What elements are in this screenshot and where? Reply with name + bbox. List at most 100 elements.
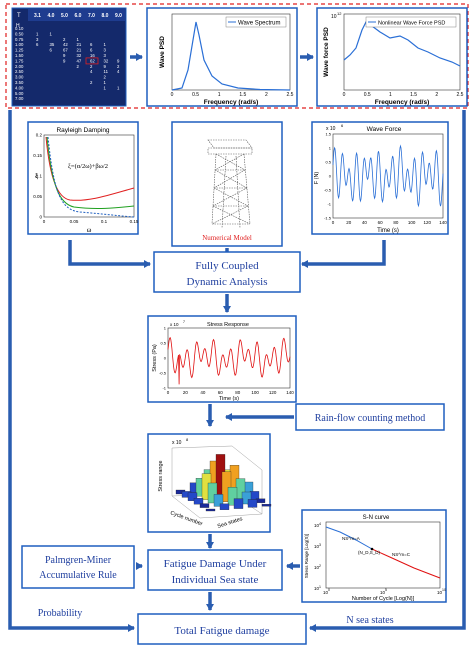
numerical-model-label: Numerical Model (202, 234, 252, 242)
hist-bar (207, 482, 218, 504)
y-tick-exp: 4 (319, 522, 321, 526)
table-row-header: 0.50 (15, 31, 24, 36)
x-tick-label: 0 (343, 92, 346, 98)
wave-force-ylabel: F (N) (314, 172, 320, 185)
x-tick-exp: 5 (385, 588, 387, 592)
table-cell: 4 (117, 69, 120, 74)
rayleigh-title: Rayleigh Damping (56, 127, 109, 134)
rayleigh-xlabel: ω (87, 226, 92, 234)
stress-yticks: -1 -0.5 0 0.5 1 (159, 326, 167, 391)
table-row-header: 4.00 (15, 85, 24, 90)
wave-spectrum-legend: Wave Spectrum (238, 21, 280, 27)
hist-bar (213, 494, 224, 507)
wave-spectrum-xticks: 0 0.5 1 1.5 2 2.5 (171, 92, 294, 98)
table-row-header: 7.00 (15, 96, 24, 101)
table-row-header: 1.75 (15, 58, 24, 63)
x-tick-label: 1 (218, 92, 221, 98)
x-tick-label: 80 (393, 220, 399, 225)
table-cell: 1 (117, 85, 120, 90)
hist-bar (261, 504, 272, 507)
table-col-header: 7.0 (88, 13, 95, 19)
wave-force-psd-ytick-exp: 12 (337, 11, 342, 16)
hist-exp: x 10 (172, 440, 182, 446)
table-cell: 21 (77, 48, 82, 53)
sn-ann3: NS^m=C (392, 552, 411, 557)
hist-bar (241, 491, 252, 505)
table-cell: 6 (90, 48, 93, 53)
rayleigh-green-curve (46, 136, 135, 210)
table-cell: 9 (117, 58, 120, 63)
table-cell: 6 (50, 48, 53, 53)
table-cell: 1 (104, 42, 107, 47)
wave-spectrum-xlabel: Frequency (rad/s) (204, 99, 259, 106)
rainflow-box: Rain-flow counting method (295, 403, 445, 431)
histogram-3d-panel: x 10 8 Stress range Cycle number Sea sta… (147, 433, 272, 533)
jacket-structure (207, 139, 253, 229)
wave-force-xticks: 0 20 40 60 80 100 120 140 (332, 220, 448, 225)
x-tick-label: 10 (380, 590, 386, 595)
y-tick-label: 10 (314, 544, 320, 549)
x-tick-label: 0 (332, 220, 335, 225)
table-cell: 3 (104, 48, 107, 53)
hist-bar (233, 498, 244, 509)
y-tick-label: 0.05 (33, 194, 42, 199)
x-tick-label: 0.15 (130, 219, 139, 224)
table-row-header: 2.50 (15, 69, 24, 74)
x-tick-label: 10 (323, 590, 329, 595)
hist-bar (221, 471, 232, 502)
y-tick-label: -1 (327, 202, 331, 207)
stress-xlabel: Time (s) (219, 396, 239, 402)
stress-ylabel: Stress (Pa) (152, 344, 158, 372)
table-cell: 6 (90, 42, 93, 47)
y-tick-label: 0 (39, 215, 42, 220)
rayleigh-ylabel: ξ (35, 172, 38, 180)
table-row-header: 5.00 (15, 91, 24, 96)
table-cell: 2 (104, 75, 107, 80)
fully-coupled-box: Fully Coupled Dynamic Analysis (153, 251, 301, 293)
y-tick-label: 10 (314, 586, 320, 591)
palmgren-line2: Accumulative Rule (39, 570, 117, 581)
x-tick-label: 0.05 (70, 219, 79, 224)
x-tick-label: 1 (389, 92, 392, 98)
wave-force-exp-power: 6 (341, 123, 344, 128)
rayleigh-damping-panel: Rayleigh Damping ξ=(α/2ω)+βω/2 ξ ω 0 0.05… (27, 121, 139, 235)
table-cell: 42 (63, 42, 68, 47)
table-col-header: 6.0 (75, 13, 82, 19)
table-cell: 47 (77, 58, 82, 63)
x-tick-label: 0.5 (364, 92, 371, 98)
hist-bar (219, 503, 230, 510)
table-col-header: 9.0 (115, 13, 122, 19)
x-tick-label: 0 (167, 390, 170, 395)
x-tick-label: 2.5 (287, 92, 294, 98)
wave-force-psd-panel: Nonlinear Wave Force PSD Wave force PSD … (316, 7, 468, 107)
x-tick-label: 60 (378, 220, 384, 225)
x-tick-label: 140 (439, 220, 447, 225)
stress-exp: x 10 (170, 322, 179, 327)
x-tick-label: 2 (265, 92, 268, 98)
wave-force-panel: Wave Force x 10 6 F (N) Time (s) 0 20 40 60… (311, 121, 449, 235)
table-cell: 21 (77, 42, 82, 47)
wave-force-psd-xticks: 0 0.5 1 1.5 2 2.5 (343, 92, 464, 98)
x-tick-label: 1.5 (410, 92, 417, 98)
wave-force-psd-xlabel: Frequency (rad/s) (375, 99, 430, 106)
rayleigh-xticks: 0 0.05 0.1 0.15 (43, 219, 139, 224)
total-label: Total Fatigue damage (174, 625, 269, 637)
rayleigh-yticks: 0 0.05 0.1 0.15 0.2 (33, 133, 42, 220)
table-cell: 1 (36, 31, 39, 36)
y-tick-label: 1 (164, 326, 167, 331)
table-cell: 6 (36, 42, 39, 47)
sn-title: S-N curve (363, 515, 390, 521)
hist-bar (249, 491, 260, 500)
table-cell: 4 (90, 69, 93, 74)
wave-force-xlabel: Time (s) (377, 228, 399, 234)
wave-psd-ylabel: Wave PSD (159, 36, 166, 68)
fatigue-individual-box: Fatigue Damage Under Individual Sea stat… (147, 549, 283, 591)
wave-spectrum-panel: Wave Spectrum Wave PSD Frequency (rad/s)… (146, 7, 298, 107)
x-tick-label: 60 (218, 390, 224, 395)
table-cell: 2 (63, 37, 66, 42)
y-tick-label: 10 (314, 523, 320, 528)
y-tick-label: -1 (162, 386, 166, 391)
x-tick-exp: 0 (328, 588, 330, 592)
x-tick-label: 20 (346, 220, 352, 225)
